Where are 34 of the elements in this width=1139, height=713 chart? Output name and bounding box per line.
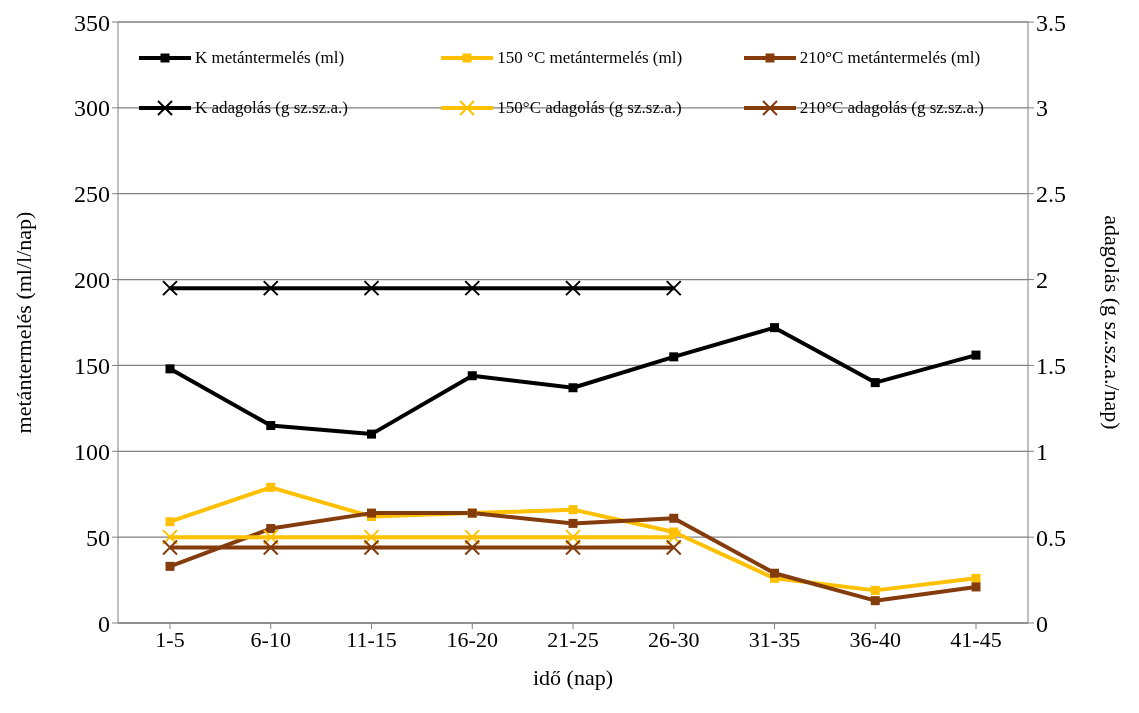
legend-label: K adagolás (g sz.sz.a.): [195, 98, 348, 118]
y2-tick-label: 0.5: [1036, 524, 1066, 551]
y-tick-label: 200: [74, 267, 110, 294]
y2-tick-label: 2.5: [1036, 181, 1066, 208]
x-tick-label: 41-45: [950, 626, 1002, 652]
x-tick-label: 1-5: [155, 626, 185, 652]
y-tick-label: 0: [98, 610, 110, 637]
y2-tick-label: 2: [1036, 267, 1048, 294]
y-tick-label: 150: [74, 352, 110, 379]
legend-label: K metántermelés (ml): [195, 48, 345, 68]
legend-label: 150 °C metántermelés (ml): [497, 48, 683, 68]
legend-label: 210°C adagolás (g sz.sz.a.): [799, 98, 984, 118]
y2-tick-label: 0: [1036, 610, 1048, 637]
legend-label: 210°C metántermelés (ml): [799, 48, 981, 68]
y-tick-label: 250: [74, 181, 110, 208]
x-tick-label: 31-35: [748, 626, 801, 652]
y2-tick-label: 1: [1036, 438, 1048, 465]
x-tick-label: 11-15: [346, 626, 397, 652]
y-tick-label: 50: [86, 524, 110, 551]
x-tick-label: 36-40: [849, 626, 901, 652]
y-tick-label: 350: [74, 9, 110, 36]
x-tick-label: 6-10: [250, 626, 291, 652]
y-axis-title: metántermelés (ml/l/nap): [10, 211, 36, 434]
y2-axis-title: adagolás (g sz.sz.a./nap): [1100, 215, 1126, 430]
y-tick-label: 300: [74, 95, 110, 122]
legend-label: 150°C adagolás (g sz.sz.a.): [497, 98, 682, 118]
y-tick-label: 100: [74, 438, 110, 465]
x-tick-label: 21-25: [547, 626, 599, 652]
y2-tick-label: 3: [1036, 95, 1048, 122]
x-axis-title: idő (nap): [532, 665, 614, 690]
y2-tick-label: 1.5: [1036, 352, 1066, 379]
y2-tick-label: 3.5: [1036, 9, 1066, 36]
x-tick-label: 26-30: [648, 626, 700, 652]
x-tick-label: 16-20: [446, 626, 498, 652]
